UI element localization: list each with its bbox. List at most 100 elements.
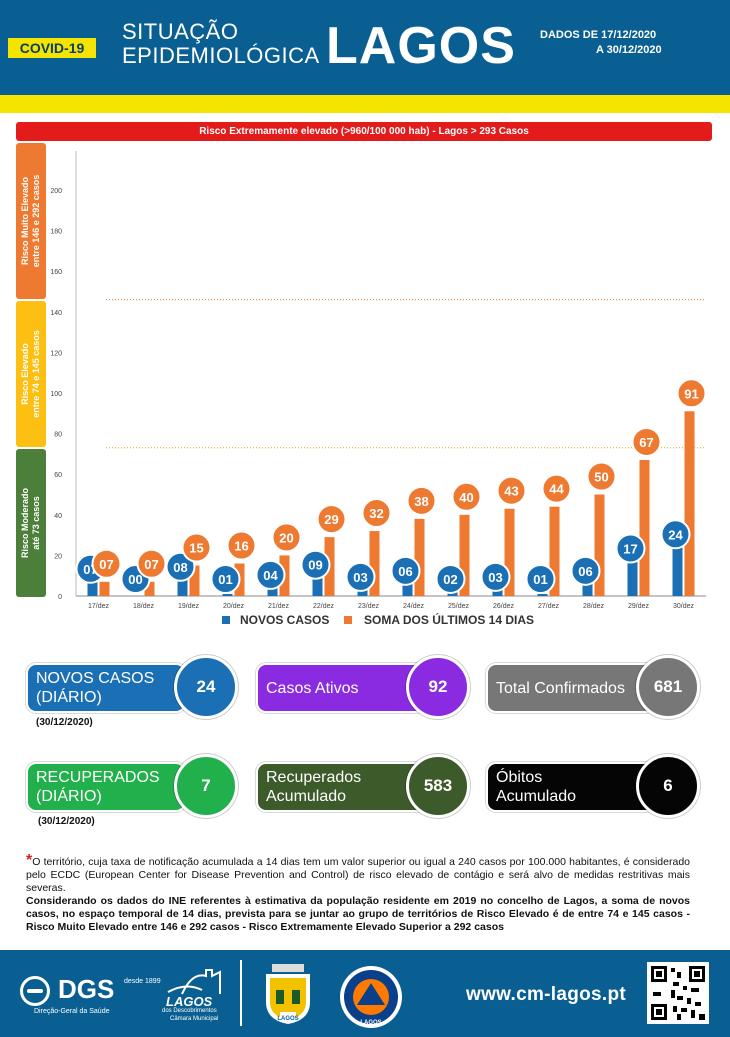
y-tick-label: 100 — [50, 391, 62, 398]
y-tick-label: 20 — [54, 553, 62, 560]
bar-new-cases — [267, 587, 278, 596]
bar-new-cases — [402, 583, 413, 596]
label-14-day-sum-bubble — [451, 481, 482, 512]
bar-14-day-sum — [369, 531, 380, 596]
label-new-cases-bubble — [390, 555, 421, 586]
label-14-day-sum: 29 — [324, 512, 338, 527]
dgs-name: DGS — [58, 974, 115, 1004]
stat-active-cases-value: 92 — [406, 655, 470, 719]
label-14-day-sum-bubble — [406, 485, 437, 516]
stat-label-line1: Óbitos — [496, 769, 543, 786]
legend-label-new-cases: NOVOS CASOS — [240, 613, 329, 627]
dgs-since: desde 1899 — [124, 978, 161, 985]
stat-recovered-daily-date: (30/12/2020) — [38, 816, 95, 827]
y-tick-label: 80 — [54, 432, 62, 439]
band-moderate-risk: Risco Moderado até 73 casos — [16, 449, 46, 597]
y-tick-label: 160 — [50, 269, 62, 276]
stat-recovered-daily: RECUPERADOS (DIÁRIO) 7 — [26, 754, 241, 818]
label-new-cases: 02 — [443, 572, 457, 587]
label-14-day-sum: 67 — [639, 435, 653, 450]
band-very-high-risk: Risco Muito Elevado entre 146 e 292 casos — [16, 143, 46, 299]
y-tick-label: 0 — [58, 594, 62, 601]
label-new-cases-bubble — [480, 561, 511, 592]
location-title: LAGOS — [326, 17, 516, 75]
header: COVID-19 SITUAÇÃO EPIDEMIOLÓGICA LAGOS D… — [0, 0, 730, 95]
footnote-paragraph-1: O território, cuja taxa de notificação a… — [26, 856, 690, 894]
x-tick-label: 23/dez — [358, 603, 380, 610]
bar-new-cases — [177, 579, 188, 596]
band-high-line2: entre 74 e 145 casos — [31, 330, 41, 418]
civil-protection-icon: LAGOS — [340, 966, 402, 1028]
civil-protection-label: LAGOS — [360, 1020, 381, 1026]
label-new-cases-bubble — [525, 564, 556, 594]
stat-label-line1: Recuperados — [266, 769, 362, 786]
x-tick-label: 22/dez — [313, 603, 335, 610]
x-tick-label: 29/dez — [628, 603, 650, 610]
stat-total-confirmed-value: 681 — [636, 655, 700, 719]
label-new-cases: 01 — [533, 572, 547, 587]
bar-14-day-sum — [594, 494, 605, 596]
label-new-cases: 03 — [353, 570, 367, 585]
qr-code-icon[interactable] — [647, 962, 709, 1024]
label-14-day-sum: 16 — [234, 539, 248, 554]
bar-new-cases — [222, 593, 233, 596]
label-14-day-sum-bubble — [316, 504, 347, 535]
label-14-day-sum: 50 — [594, 470, 608, 485]
x-tick-label: 27/dez — [538, 603, 560, 610]
x-tick-label: 20/dez — [223, 603, 245, 610]
website-link[interactable]: www.cm-lagos.pt — [466, 984, 627, 1005]
band-very-high-line1: Risco Muito Elevado — [20, 176, 30, 266]
label-14-day-sum: 44 — [549, 482, 564, 497]
stat-active-cases-label: Casos Ativos — [256, 663, 426, 713]
date-line-1: DADOS DE 17/12/2020 — [540, 29, 657, 41]
label-14-day-sum-bubble — [586, 461, 617, 492]
label-14-day-sum: 07 — [99, 557, 113, 572]
x-tick-label: 24/dez — [403, 603, 425, 610]
yellow-strip — [0, 95, 730, 113]
stat-recovered-total-value: 583 — [406, 754, 470, 818]
band-moderate-line2: até 73 casos — [31, 496, 41, 550]
x-tick-label: 26/dez — [493, 603, 515, 610]
crest-label: LAGOS — [277, 1016, 298, 1022]
stat-deaths-total-value: 6 — [636, 754, 700, 818]
stat-label-line2: Acumulado — [266, 788, 347, 805]
x-tick-label: 25/dez — [448, 603, 470, 610]
x-tick-label: 28/dez — [583, 603, 605, 610]
label-new-cases-bubble — [345, 561, 376, 592]
label-14-day-sum-bubble — [361, 498, 392, 529]
stat-recovered-total: Recuperados Acumulado 583 — [256, 754, 471, 818]
footnote-paragraph-2: Considerando os dados do INE referentes … — [26, 895, 690, 933]
label-14-day-sum-bubble — [496, 475, 527, 506]
y-tick-label: 180 — [50, 229, 62, 236]
legend-label-14-day-sum: SOMA DOS ÚLTIMOS 14 DIAS — [364, 612, 534, 627]
stat-new-cases-value: 24 — [174, 655, 238, 719]
label-14-day-sum: 07 — [144, 557, 158, 572]
label-14-day-sum-bubble — [631, 426, 662, 457]
bar-14-day-sum — [639, 459, 650, 596]
covid-tag: COVID-19 — [8, 38, 96, 58]
label-new-cases-bubble — [660, 519, 691, 550]
bar-14-day-sum — [459, 514, 470, 596]
x-tick-label: 21/dez — [268, 603, 290, 610]
title-line-2: EPIDEMIOLÓGICA — [122, 43, 320, 68]
label-14-day-sum: 15 — [189, 541, 203, 556]
stat-active-cases: Casos Ativos 92 — [256, 655, 471, 719]
label-new-cases: 17 — [623, 541, 637, 556]
label-new-cases-bubble — [570, 555, 601, 586]
band-very-high-line2: entre 146 e 292 casos — [31, 174, 41, 268]
label-new-cases: 00 — [128, 572, 142, 587]
bar-14-day-sum — [189, 565, 200, 596]
label-14-day-sum-bubble — [271, 522, 302, 553]
y-tick-label: 40 — [54, 513, 62, 520]
label-14-day-sum-bubble — [226, 530, 257, 561]
date-range: DADOS DE 17/12/2020 A 30/12/2020 — [540, 28, 720, 58]
stat-label-line1: NOVOS CASOS — [36, 670, 155, 687]
bar-new-cases — [672, 547, 683, 596]
stat-total-confirmed: Total Confirmados 681 — [486, 655, 701, 719]
band-moderate-line1: Risco Moderado — [20, 487, 30, 559]
label-new-cases: 04 — [263, 568, 278, 583]
bar-14-day-sum — [99, 581, 110, 596]
stat-label-line1: Casos Ativos — [266, 679, 359, 697]
stat-new-cases-label: NOVOS CASOS (DIÁRIO) — [26, 663, 186, 713]
